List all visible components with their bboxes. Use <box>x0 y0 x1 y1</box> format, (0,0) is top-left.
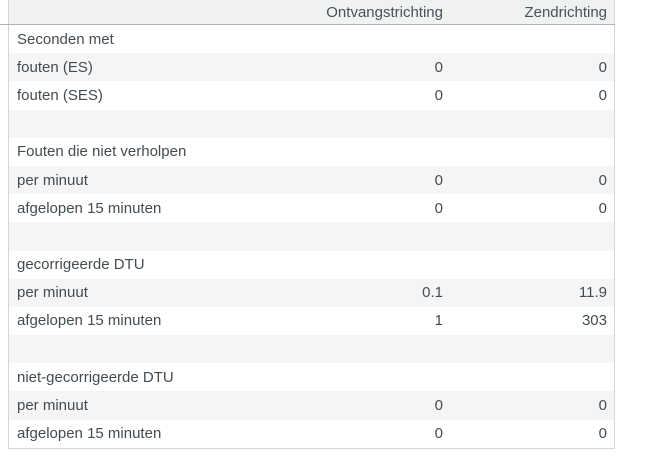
header-underline <box>0 24 615 25</box>
value-receive: 0 <box>434 397 443 415</box>
table-row: fouten (SES) 0 0 <box>9 81 614 110</box>
value-send: 0 <box>598 397 607 415</box>
row-label: Fouten die niet verholpen <box>17 143 187 161</box>
value-receive: 0.1 <box>422 284 443 302</box>
group-header-row: gecorrigeerde DTU <box>9 250 614 279</box>
value-send: 11.9 <box>578 284 607 302</box>
group-header-row: niet-gecorrigeerde DTU <box>9 363 614 392</box>
spacer-row <box>9 222 614 251</box>
table-row: afgelopen 15 minuten 0 0 <box>9 419 614 448</box>
row-label: afgelopen 15 minuten <box>17 312 162 330</box>
row-label: afgelopen 15 minuten <box>17 425 162 443</box>
spacer-row <box>9 335 614 364</box>
value-send: 0 <box>598 425 607 443</box>
table-row: per minuut 0.1 11.9 <box>9 278 614 307</box>
table-row: fouten (ES) 0 0 <box>9 53 614 82</box>
value-receive: 0 <box>434 199 443 217</box>
header-receive-direction: Ontvangstrichting <box>326 4 443 21</box>
group-header-row: Fouten die niet verholpen <box>9 137 614 166</box>
table-row: per minuut 0 0 <box>9 391 614 420</box>
table-header-row: Ontvangstrichting Zendrichting <box>9 0 614 25</box>
row-label: per minuut <box>17 397 88 415</box>
value-send: 303 <box>581 312 607 330</box>
spacer-row <box>9 109 614 138</box>
table-body: Seconden met fouten (ES) 0 0 fouten (SES) 0 0 F… <box>9 25 614 448</box>
row-label: Seconden met <box>17 30 114 48</box>
table-row: per minuut 0 0 <box>9 165 614 195</box>
row-label: per minuut <box>17 284 88 302</box>
group-header-row: Seconden met <box>9 25 614 54</box>
dsl-error-statistics-table: Ontvangstrichting Zendrichting Seconden … <box>8 0 615 449</box>
value-receive: 1 <box>434 312 443 330</box>
value-receive: 0 <box>434 425 443 443</box>
value-receive: 0 <box>434 86 443 104</box>
row-label: niet-gecorrigeerde DTU <box>17 368 174 386</box>
row-label: fouten (SES) <box>17 86 103 104</box>
table-row: afgelopen 15 minuten 1 303 <box>9 306 614 336</box>
row-label: fouten (ES) <box>17 58 93 76</box>
value-receive: 0 <box>434 58 443 76</box>
value-send: 0 <box>598 199 607 217</box>
value-send: 0 <box>598 171 607 189</box>
row-label: afgelopen 15 minuten <box>17 199 162 217</box>
value-receive: 0 <box>434 171 443 189</box>
value-send: 0 <box>598 86 607 104</box>
header-send-direction: Zendrichting <box>524 4 607 21</box>
row-label: per minuut <box>17 171 88 189</box>
table-row: afgelopen 15 minuten 0 0 <box>9 194 614 223</box>
value-send: 0 <box>598 58 607 76</box>
row-label: gecorrigeerde DTU <box>17 256 145 274</box>
